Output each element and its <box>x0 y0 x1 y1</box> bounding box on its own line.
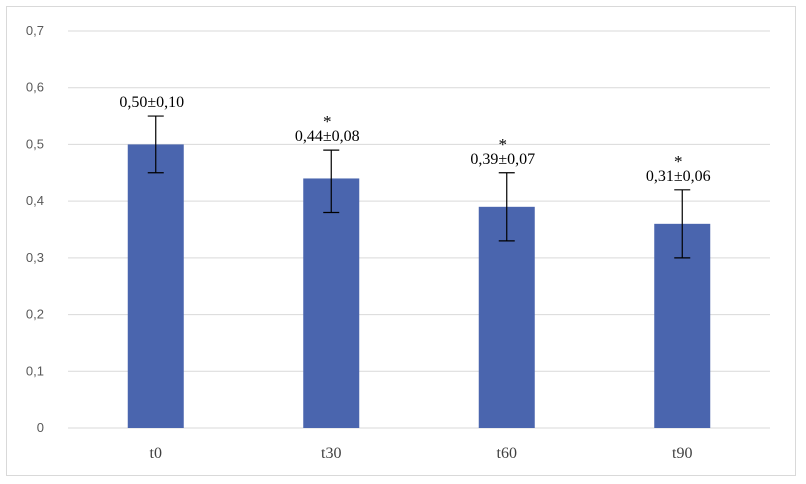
data-label: 0,39±0,07 <box>470 151 535 168</box>
x-category-label: t90 <box>672 445 692 462</box>
data-label: 0,31±0,06 <box>646 168 711 185</box>
y-tick-label: 0,1 <box>26 363 44 378</box>
y-tick-label: 0,2 <box>26 307 44 322</box>
bar <box>478 206 535 428</box>
x-category-label: t0 <box>150 445 162 462</box>
significance-marker: * <box>499 135 508 154</box>
y-tick-label: 0,3 <box>26 250 44 265</box>
y-tick-label: 0 <box>37 420 44 435</box>
significance-marker: * <box>674 152 683 171</box>
x-category-label: t60 <box>497 445 517 462</box>
error-bars <box>147 115 691 259</box>
y-axis-ticks: 0 0,1 0,2 0,3 0,4 0,5 0,6 0,7 <box>26 23 44 435</box>
x-category-label: t30 <box>321 445 341 462</box>
gridlines <box>68 30 770 429</box>
data-labels: 0,50±0,100,44±0,08*0,39±0,07*0,31±0,06* <box>119 94 710 185</box>
data-label: 0,44±0,08 <box>295 128 360 145</box>
y-tick-label: 0,7 <box>26 23 44 38</box>
bar <box>303 178 360 428</box>
significance-marker: * <box>323 112 332 131</box>
y-tick-label: 0,4 <box>26 193 44 208</box>
bars <box>127 144 711 428</box>
y-tick-label: 0,5 <box>26 136 44 151</box>
bar <box>127 144 184 428</box>
x-axis-categories: t0 t30 t60 t90 <box>150 445 693 462</box>
y-tick-label: 0,6 <box>26 80 44 95</box>
data-label: 0,50±0,10 <box>119 94 184 111</box>
